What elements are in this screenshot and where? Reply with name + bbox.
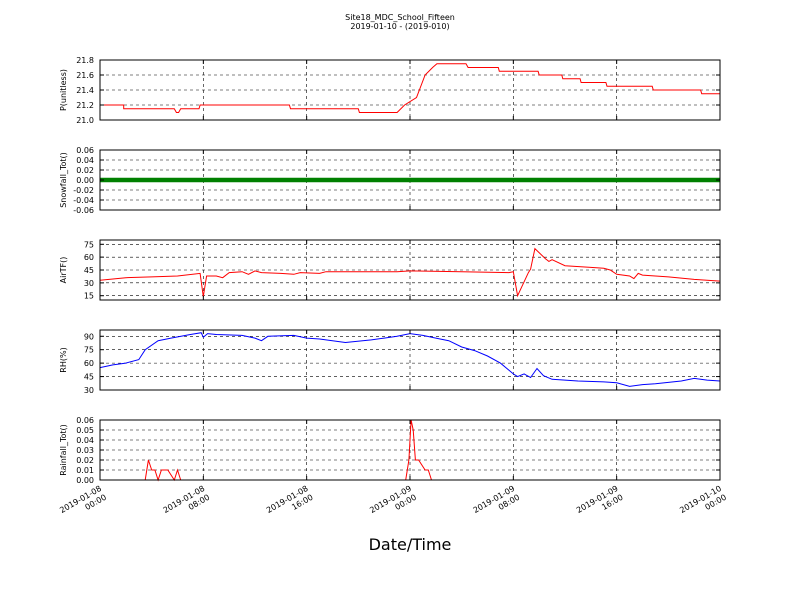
y-axis-label: P(unitless) — [59, 69, 68, 111]
y-tick-label: 21.8 — [76, 56, 94, 65]
subplot-3: 15 30 45 60 75 AirTF() — [59, 239, 721, 301]
y-tick-label: 21.0 — [76, 116, 94, 125]
y-tick-label: 0.03 — [76, 446, 94, 455]
y-tick-label: -0.04 — [73, 196, 94, 205]
y-tick-label: 60 — [84, 359, 94, 368]
series-line — [99, 247, 721, 298]
y-axis-label: AirTF() — [59, 257, 68, 284]
x-tick-label: 2019-01-0808:00 — [162, 484, 212, 524]
y-tick-label: 45 — [84, 373, 94, 382]
subplot-4: 30 45 60 75 90 RH(%) — [59, 329, 721, 395]
y-axis-label: RH(%) — [59, 347, 68, 372]
x-tick-label: 2019-01-1000:00 — [678, 484, 728, 524]
y-tick-label: 0.04 — [76, 436, 94, 445]
y-tick-label: 45 — [84, 266, 94, 275]
x-tick-label: 2019-01-0816:00 — [265, 484, 315, 524]
subplot-2: -0.06-0.04-0.020.000.020.040.06 Snowfall_… — [59, 146, 721, 215]
y-tick-label: 0.06 — [76, 146, 94, 155]
y-tick-label: -0.02 — [73, 186, 94, 195]
subplot-5: 0.000.010.020.030.040.050.06 Rainfall_Tot… — [59, 416, 721, 485]
y-tick-label: 75 — [84, 240, 94, 249]
subplot-1: 21.0 21.2 21.4 21.6 21.8 P(unitless) — [59, 56, 721, 125]
x-tick-label: 2019-01-0908:00 — [472, 484, 522, 524]
y-tick-label: 0.01 — [76, 466, 94, 475]
y-tick-label: 75 — [84, 346, 94, 355]
y-tick-label: 0.00 — [76, 176, 94, 185]
y-tick-label: 90 — [84, 332, 94, 341]
y-tick-label: 21.6 — [76, 71, 94, 80]
y-tick-label: 0.02 — [76, 166, 94, 175]
figure-title: Site18_MDC_School_Fifteen — [345, 13, 455, 22]
y-axis-label: Rainfall_Tot() — [59, 424, 68, 476]
x-tick-label: 2019-01-0916:00 — [575, 484, 625, 524]
figure-subtitle: 2019-01-10 - (2019-010) — [350, 22, 449, 31]
y-tick-label: 60 — [84, 253, 94, 262]
y-tick-label: 0.05 — [76, 426, 94, 435]
y-tick-label: 21.4 — [76, 86, 94, 95]
y-tick-label: 30 — [84, 279, 94, 288]
y-tick-label: 15 — [84, 292, 94, 301]
x-axis-label: Date/Time — [369, 535, 452, 554]
x-tick-labels: 2019-01-0800:00 2019-01-0808:00 2019-01-08… — [58, 484, 728, 524]
y-tick-label: 21.2 — [76, 101, 94, 110]
y-tick-label: 30 — [84, 386, 94, 395]
series-line — [99, 332, 721, 387]
x-tick-label: 2019-01-0900:00 — [368, 484, 418, 524]
y-axis-label: Snowfall_Tot() — [59, 152, 68, 208]
y-tick-label: -0.06 — [73, 206, 94, 215]
y-tick-label: 0.06 — [76, 416, 94, 425]
y-tick-label: 0.02 — [76, 456, 94, 465]
y-tick-label: 0.04 — [76, 156, 94, 165]
series-line — [100, 63, 720, 113]
subplots: 21.021.221.421.621.8P(unitless)-0.06-0.0… — [59, 56, 721, 485]
x-tick-label: 2019-01-0800:00 — [58, 484, 108, 524]
y-tick-label: 0.00 — [76, 476, 94, 485]
